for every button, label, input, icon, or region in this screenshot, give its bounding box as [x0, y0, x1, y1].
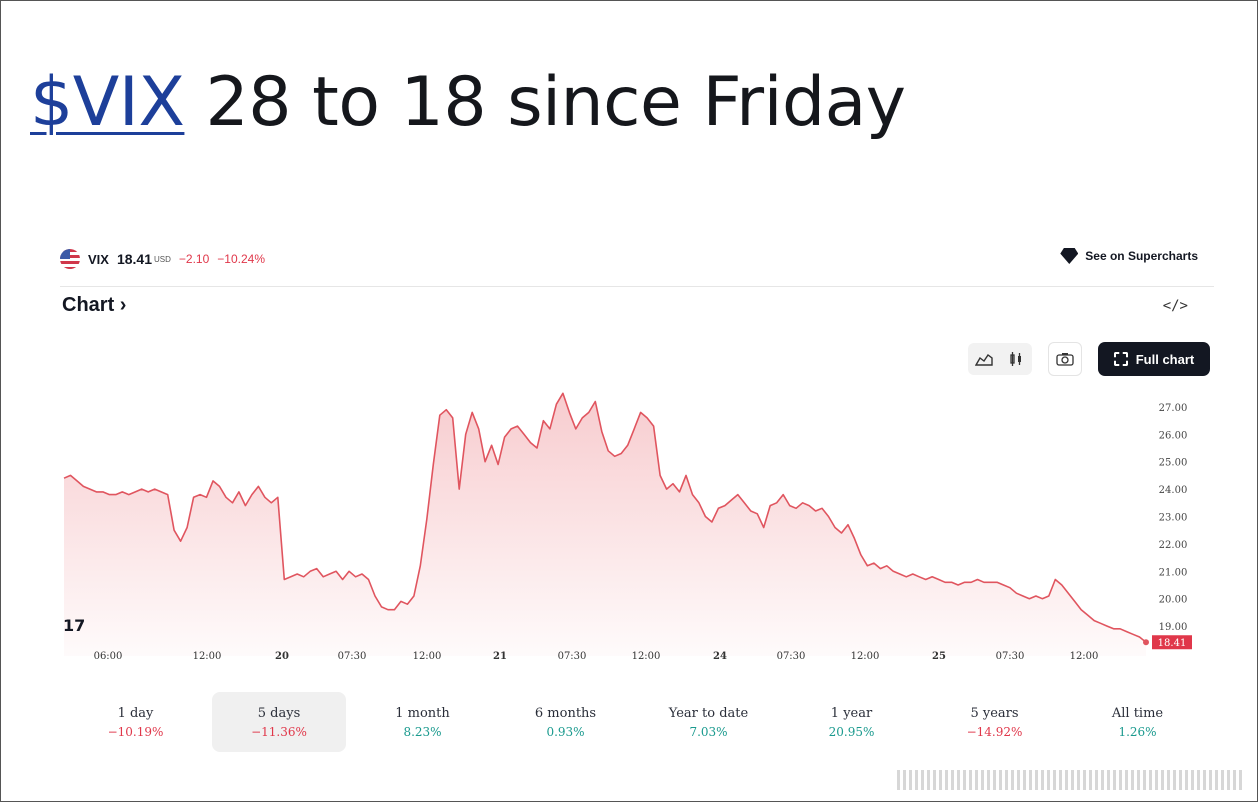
chart-style-group: [968, 343, 1032, 375]
period-5-days[interactable]: 5 days −11.36%: [212, 692, 346, 752]
headline-text: 28 to 18 since Friday: [184, 63, 907, 142]
y-tick-label: 23.00: [1159, 513, 1188, 524]
chart-toolbar: Full chart: [968, 342, 1210, 376]
x-tick-label: 12:00: [851, 651, 880, 662]
see-on-supercharts-link[interactable]: See on Supercharts: [1060, 248, 1198, 264]
x-tick-label: 12:00: [1070, 651, 1099, 662]
period-1-day[interactable]: 1 day −10.19%: [64, 692, 207, 752]
y-tick-label: 26.00: [1159, 430, 1188, 441]
embed-code-icon[interactable]: </>: [1162, 298, 1188, 314]
price-change-percent: −10.24%: [217, 252, 265, 266]
period-selector: 1 day −10.19% 5 days −11.36% 1 month 8.23% 6 m…: [64, 692, 1209, 752]
supercharts-label: See on Supercharts: [1085, 249, 1198, 263]
period-change: −14.92%: [966, 724, 1023, 739]
vix-ticker-link[interactable]: $VIX: [30, 63, 185, 142]
series-line: [63, 392, 1147, 643]
tradingview-widget: VIX 18.41 USD −2.10 −10.24% See on Super…: [46, 236, 1214, 776]
y-tick-label: 21.00: [1159, 567, 1188, 578]
y-tick-label: 19.00: [1159, 622, 1188, 633]
symbol-name[interactable]: VIX: [88, 251, 109, 267]
x-tick-label: 21: [493, 651, 507, 662]
candlestick-chart-icon[interactable]: [1000, 343, 1032, 375]
last-price: 18.41: [116, 251, 153, 267]
period-1-year[interactable]: 1 year 20.95%: [780, 692, 923, 752]
period-5-years[interactable]: 5 years −14.92%: [923, 692, 1066, 752]
last-point-marker: [1143, 639, 1149, 646]
period-label: 5 years: [970, 705, 1019, 721]
period-label: All time: [1111, 705, 1164, 721]
period-change: 1.26%: [1118, 724, 1157, 739]
price-chart[interactable]: 27.00 26.00 25.00 24.00 23.00 22.00 21.00 20.00…: [46, 236, 1214, 676]
x-tick-label: 25: [932, 651, 946, 662]
x-tick-label: 06:00: [94, 651, 123, 662]
y-tick-label: 24.00: [1159, 485, 1188, 496]
x-tick-label: 07:30: [558, 651, 587, 662]
period-change: 20.95%: [828, 724, 875, 739]
period-label: 6 months: [534, 705, 597, 721]
period-change: −10.19%: [107, 724, 164, 739]
x-tick-label: 12:00: [632, 651, 661, 662]
period-all-time[interactable]: All time 1.26%: [1066, 692, 1209, 752]
price-change: −2.10: [178, 252, 210, 266]
divider: [60, 286, 1214, 287]
period-label: Year to date: [668, 705, 749, 721]
y-tick-label: 25.00: [1159, 458, 1188, 469]
period-label: 1 day: [117, 705, 154, 721]
currency-label: USD: [154, 254, 171, 264]
x-tick-label: 20: [275, 651, 289, 662]
period-year-to-date[interactable]: Year to date 7.03%: [637, 692, 780, 752]
area-chart-icon[interactable]: [968, 343, 1000, 375]
full-chart-label: Full chart: [1135, 351, 1195, 367]
period-1-month[interactable]: 1 month 8.23%: [351, 692, 494, 752]
area-fill: [64, 393, 1146, 656]
x-tick-label: 24: [713, 651, 727, 662]
x-tick-label: 12:00: [413, 651, 442, 662]
period-label: 1 year: [830, 705, 873, 721]
period-change: 8.23%: [403, 724, 442, 739]
period-change: −11.36%: [251, 724, 307, 739]
x-tick-label: 07:30: [777, 651, 806, 662]
period-label: 5 days: [257, 705, 301, 721]
headline: $VIX 28 to 18 since Friday: [30, 62, 906, 144]
period-6-months[interactable]: 6 months 0.93%: [494, 692, 637, 752]
last-price-tag-label: 18.41: [1158, 638, 1187, 649]
period-label: 1 month: [395, 705, 450, 721]
x-tick-label: 12:00: [193, 651, 222, 662]
y-tick-label: 22.00: [1159, 540, 1188, 551]
us-flag-icon: [60, 249, 80, 269]
chart-link[interactable]: Chart ›: [62, 294, 127, 316]
camera-icon[interactable]: [1048, 342, 1082, 376]
period-change: 0.93%: [546, 724, 585, 739]
y-tick-label: 27.00: [1159, 403, 1188, 414]
period-change: 7.03%: [689, 724, 728, 739]
last-price-tag: [1152, 635, 1192, 650]
tradingview-logo: 17: [63, 616, 85, 635]
fullscreen-icon: [1113, 352, 1128, 366]
watermark-bars: [897, 770, 1242, 790]
symbol-bar: VIX 18.41 USD −2.10 −10.24%: [60, 248, 265, 270]
x-tick-label: 07:30: [338, 651, 367, 662]
x-tick-label: 07:30: [996, 651, 1025, 662]
y-tick-label: 20.00: [1159, 595, 1188, 606]
full-chart-button[interactable]: Full chart: [1098, 342, 1210, 376]
